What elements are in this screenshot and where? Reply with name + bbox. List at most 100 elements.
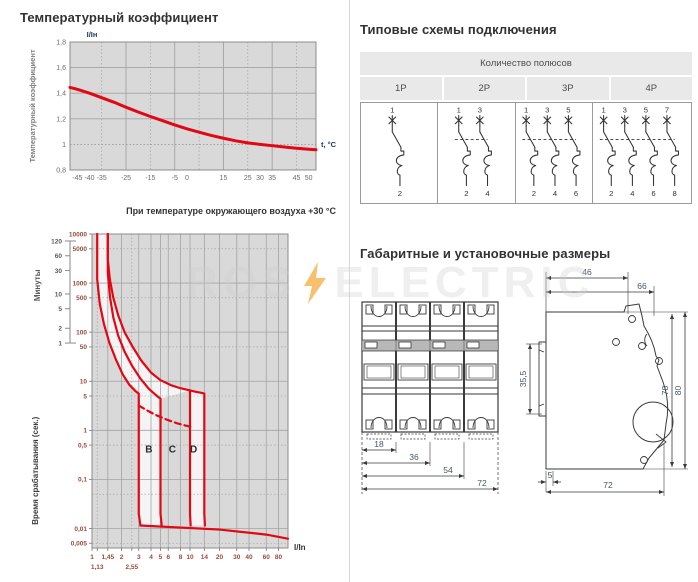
svg-text:0,1: 0,1 [78,477,87,484]
svg-text:1: 1 [457,106,461,115]
svg-text:10000: 10000 [69,231,87,238]
svg-text:10: 10 [80,379,88,386]
svg-text:2: 2 [465,189,469,198]
pole-diagram-2P: 1 2 3 4 [437,103,515,203]
svg-text:60: 60 [55,253,63,260]
svg-text:1,4: 1,4 [56,91,66,98]
svg-text:Минуты: Минуты [33,269,42,301]
svg-text:-5: -5 [172,175,178,182]
svg-text:10: 10 [186,554,194,561]
svg-text:40: 40 [245,554,253,561]
connection-schemes-title: Типовые схемы подключения [360,22,557,37]
svg-text:1: 1 [83,428,87,435]
svg-text:72: 72 [603,480,613,490]
svg-text:7: 7 [665,106,669,115]
svg-text:5: 5 [644,106,648,115]
svg-text:Температурный коэффициент: Температурный коэффициент [28,49,37,162]
svg-text:78: 78 [660,386,670,396]
svg-text:-25: -25 [121,175,131,182]
svg-text:I/Iн: I/Iн [87,30,98,39]
svg-text:66: 66 [637,281,647,291]
svg-text:I/In: I/In [294,543,306,552]
svg-text:8: 8 [672,189,676,198]
svg-text:2: 2 [609,189,613,198]
svg-text:0,01: 0,01 [74,526,87,533]
svg-text:5: 5 [83,393,87,400]
svg-text:1,13: 1,13 [91,564,104,571]
svg-text:5000: 5000 [73,246,88,253]
svg-text:30: 30 [55,268,63,275]
svg-text:20: 20 [216,554,224,561]
svg-text:14: 14 [201,554,209,561]
svg-text:54: 54 [443,465,453,475]
svg-text:t, °C: t, °C [321,140,337,149]
svg-text:B: B [145,445,152,456]
svg-text:3: 3 [623,106,627,115]
svg-text:-35: -35 [97,175,107,182]
svg-text:1,2: 1,2 [56,116,66,123]
svg-text:5: 5 [566,106,570,115]
svg-text:1: 1 [58,340,62,347]
pole-symbol-svg: 1 2 3 4 5 6 7 8 [599,106,679,198]
svg-text:80: 80 [275,554,283,561]
svg-text:1: 1 [524,106,528,115]
svg-text:6: 6 [166,554,170,561]
svg-text:4: 4 [486,189,491,198]
svg-text:10: 10 [55,291,63,298]
front-view-drawing: 18 36 54 72 [361,301,499,494]
svg-text:35: 35 [268,175,276,182]
pole-symbol-svg: 12 [388,106,405,198]
svg-text:D: D [190,445,197,456]
poles-count-header: Количество полюсов [360,52,692,75]
side-view-drawing: 46 66 35,5 78 80 5 72 [518,267,688,496]
pole-symbol-svg: 1 2 3 4 [455,106,493,198]
svg-text:C: C [169,445,176,456]
pole-column-label-1P: 1P [360,77,442,100]
pole-column-label-4P: 4P [610,77,692,100]
pole-diagram-3P: 1 2 3 4 5 6 [514,103,592,203]
svg-text:5: 5 [548,470,553,480]
svg-text:6: 6 [651,189,655,198]
svg-text:2: 2 [398,189,402,198]
svg-text:25: 25 [244,175,252,182]
svg-text:1: 1 [390,106,394,115]
svg-text:Время срабатывания (сек.): Время срабатывания (сек.) [31,416,40,524]
svg-text:8: 8 [179,554,183,561]
svg-text:1,6: 1,6 [56,65,66,72]
svg-text:1: 1 [90,554,94,561]
svg-text:5: 5 [58,306,62,313]
svg-text:4: 4 [630,189,635,198]
pole-column-label-2P: 2P [443,77,525,100]
column-divider [349,0,350,582]
svg-text:0: 0 [185,175,189,182]
svg-text:120: 120 [51,238,62,245]
svg-text:3: 3 [545,106,549,115]
svg-text:1: 1 [601,106,605,115]
svg-text:80: 80 [673,386,683,396]
svg-text:2: 2 [120,554,124,561]
svg-text:50: 50 [80,344,88,351]
svg-text:3: 3 [478,106,482,115]
svg-text:2: 2 [532,189,536,198]
svg-text:18: 18 [374,439,384,449]
trip-curve-chart: B C D 10000 5000 1000 500 100 50 10 5 1 0,5 0,1 0,01 0,… [31,231,306,571]
svg-text:500: 500 [76,295,87,302]
svg-text:4: 4 [149,554,153,561]
svg-text:15: 15 [220,175,228,182]
svg-text:5: 5 [159,554,163,561]
svg-text:-45: -45 [72,175,82,182]
svg-text:30: 30 [256,175,264,182]
svg-text:0,5: 0,5 [78,442,87,449]
pole-symbol-svg: 1 2 3 4 5 6 [522,106,581,198]
svg-text:1000: 1000 [73,280,88,287]
svg-text:35,5: 35,5 [518,370,528,387]
svg-text:1,45: 1,45 [101,554,114,561]
dimensions-title: Габаритные и установочные размеры [360,246,611,261]
pole-diagram-4P: 1 2 3 4 5 6 7 8 [591,103,691,203]
svg-text:6: 6 [574,189,578,198]
svg-text:45: 45 [293,175,301,182]
pole-column-label-3P: 3P [527,77,609,100]
svg-text:3: 3 [137,554,141,561]
